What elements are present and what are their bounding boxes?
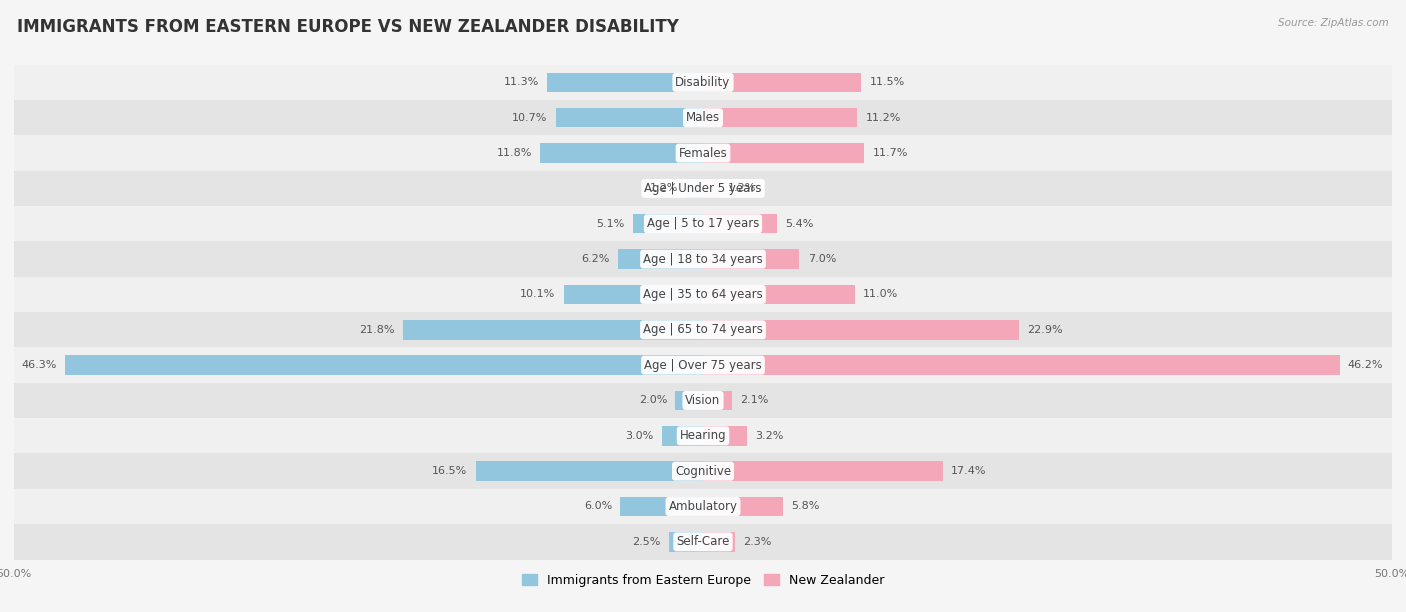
Text: 6.0%: 6.0% [583, 501, 612, 512]
Bar [703, 532, 735, 551]
Text: 2.3%: 2.3% [742, 537, 772, 547]
Text: 2.1%: 2.1% [740, 395, 769, 406]
Bar [14, 277, 1392, 312]
Bar [14, 418, 1392, 453]
Bar [14, 65, 1392, 100]
Bar [633, 214, 703, 234]
Bar [14, 453, 1392, 489]
Bar [675, 390, 703, 410]
Bar [617, 249, 703, 269]
Bar [14, 171, 1392, 206]
Text: Age | 65 to 74 years: Age | 65 to 74 years [643, 323, 763, 336]
Bar [14, 524, 1392, 559]
Bar [686, 179, 703, 198]
Text: Females: Females [679, 147, 727, 160]
Text: Disability: Disability [675, 76, 731, 89]
Text: 2.5%: 2.5% [631, 537, 661, 547]
Bar [669, 532, 703, 551]
Bar [703, 497, 783, 516]
Text: 11.3%: 11.3% [503, 77, 538, 88]
Text: 10.1%: 10.1% [520, 289, 555, 299]
Bar [662, 426, 703, 446]
Text: Hearing: Hearing [679, 429, 727, 442]
Text: Age | 5 to 17 years: Age | 5 to 17 years [647, 217, 759, 230]
Text: Age | 35 to 64 years: Age | 35 to 64 years [643, 288, 763, 301]
Text: Ambulatory: Ambulatory [668, 500, 738, 513]
Bar [555, 108, 703, 127]
Text: 46.2%: 46.2% [1348, 360, 1384, 370]
Bar [703, 214, 778, 234]
Text: Vision: Vision [685, 394, 721, 407]
Bar [475, 461, 703, 481]
Text: Males: Males [686, 111, 720, 124]
Text: 46.3%: 46.3% [21, 360, 56, 370]
Bar [14, 100, 1392, 135]
Text: 5.1%: 5.1% [596, 218, 624, 229]
Legend: Immigrants from Eastern Europe, New Zealander: Immigrants from Eastern Europe, New Zeal… [517, 569, 889, 592]
Bar [564, 285, 703, 304]
Text: 22.9%: 22.9% [1026, 325, 1063, 335]
Text: 11.7%: 11.7% [873, 148, 908, 158]
Bar [14, 489, 1392, 524]
Text: 3.2%: 3.2% [755, 431, 783, 441]
Text: Age | Over 75 years: Age | Over 75 years [644, 359, 762, 371]
Text: 11.8%: 11.8% [496, 148, 531, 158]
Text: 21.8%: 21.8% [359, 325, 394, 335]
Bar [14, 135, 1392, 171]
Bar [703, 356, 1340, 375]
Bar [620, 497, 703, 516]
Text: 11.2%: 11.2% [866, 113, 901, 123]
Text: 1.2%: 1.2% [650, 184, 678, 193]
Bar [703, 426, 747, 446]
Text: 10.7%: 10.7% [512, 113, 547, 123]
Bar [703, 461, 943, 481]
Bar [703, 143, 865, 163]
Text: 1.2%: 1.2% [728, 184, 756, 193]
Text: 17.4%: 17.4% [950, 466, 987, 476]
Bar [14, 382, 1392, 418]
Text: Age | Under 5 years: Age | Under 5 years [644, 182, 762, 195]
Text: 11.0%: 11.0% [863, 289, 898, 299]
Text: 3.0%: 3.0% [626, 431, 654, 441]
Text: 5.8%: 5.8% [792, 501, 820, 512]
Bar [703, 108, 858, 127]
Bar [703, 285, 855, 304]
Text: Cognitive: Cognitive [675, 465, 731, 477]
Bar [65, 356, 703, 375]
Text: Source: ZipAtlas.com: Source: ZipAtlas.com [1278, 18, 1389, 28]
Text: 2.0%: 2.0% [638, 395, 668, 406]
Bar [703, 390, 733, 410]
Text: 11.5%: 11.5% [870, 77, 905, 88]
Bar [703, 73, 862, 92]
Bar [14, 312, 1392, 348]
Bar [402, 320, 703, 340]
Bar [703, 249, 800, 269]
Text: 6.2%: 6.2% [581, 254, 609, 264]
Bar [14, 206, 1392, 242]
Bar [547, 73, 703, 92]
Bar [14, 348, 1392, 382]
Text: Self-Care: Self-Care [676, 536, 730, 548]
Bar [703, 320, 1018, 340]
Text: Age | 18 to 34 years: Age | 18 to 34 years [643, 253, 763, 266]
Bar [14, 242, 1392, 277]
Text: 7.0%: 7.0% [807, 254, 837, 264]
Text: IMMIGRANTS FROM EASTERN EUROPE VS NEW ZEALANDER DISABILITY: IMMIGRANTS FROM EASTERN EUROPE VS NEW ZE… [17, 18, 679, 36]
Text: 16.5%: 16.5% [432, 466, 467, 476]
Text: 5.4%: 5.4% [786, 218, 814, 229]
Bar [703, 179, 720, 198]
Bar [540, 143, 703, 163]
